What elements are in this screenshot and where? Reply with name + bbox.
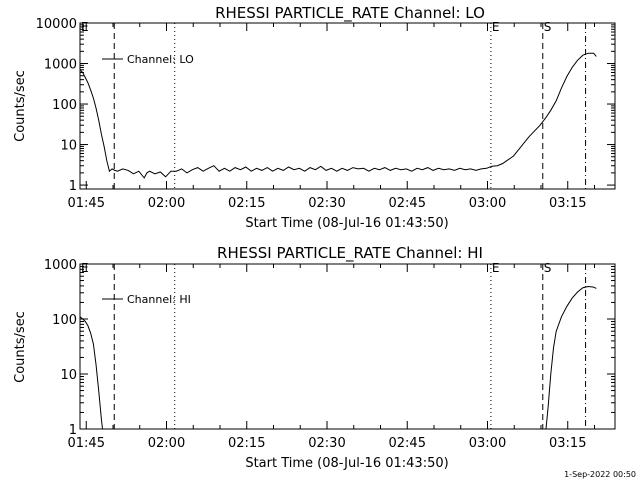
x-axis-label-lo: Start Time (08-Jul-16 01:43:50) — [245, 216, 448, 231]
x-tick-label: 02:30 — [308, 436, 345, 451]
series-line — [545, 285, 597, 430]
y-tick-label: 100 — [52, 313, 77, 328]
time-marker-label: S — [544, 261, 552, 275]
time-marker-label: S — [544, 20, 552, 34]
plot-frame-hi — [79, 263, 616, 430]
plot-frame-lo — [79, 22, 616, 190]
time-marker-label: E — [492, 20, 500, 34]
ticks-lo: 01:45 02:00 02:15 02:30 02:45 03:00 03:15 1 10 10… — [36, 17, 615, 211]
time-marker-label: E — [492, 261, 500, 275]
legend-label-lo: Channel: LO — [127, 53, 194, 66]
y-tick-label: 1000 — [44, 258, 77, 273]
chart-title-lo: RHESSI PARTICLE_RATE Channel: LO — [215, 4, 485, 23]
x-tick-label: 03:00 — [469, 436, 506, 451]
x-tick-label: 03:15 — [549, 196, 586, 211]
y-tick-label: 10 — [60, 139, 77, 154]
x-tick-label: 02:15 — [228, 196, 265, 211]
panel-lo: RHESSI PARTICLE_RATE Channel: LO Counts/… — [13, 4, 616, 231]
time-marker-label: E — [81, 20, 89, 34]
y-tick-label: 10000 — [36, 17, 77, 32]
panel-hi: RHESSI PARTICLE_RATE Channel: HI Counts/… — [13, 244, 616, 471]
x-tick-label: 02:15 — [228, 436, 265, 451]
series-line — [79, 316, 103, 430]
series-line — [79, 52, 597, 179]
x-tick-label: 02:45 — [389, 196, 426, 211]
footer-date: 1-Sep-2022 00:50 — [564, 470, 636, 479]
series-hi — [79, 285, 597, 430]
ticks-hi: 01:45 02:00 02:15 02:30 02:45 03:00 03:15 1 10 10… — [44, 258, 615, 451]
legend-label-hi: Channel: HI — [127, 293, 191, 306]
time-marker-label: E — [81, 261, 89, 275]
x-axis-label-hi: Start Time (08-Jul-16 01:43:50) — [245, 456, 448, 471]
x-tick-label: 02:00 — [148, 196, 185, 211]
legend-lo: Channel: LO — [102, 53, 194, 66]
x-tick-label: 02:30 — [308, 196, 345, 211]
x-tick-label: 02:45 — [389, 436, 426, 451]
y-tick-label: 10 — [60, 368, 77, 383]
x-tick-label: 01:45 — [68, 196, 105, 211]
x-tick-label: 03:00 — [469, 196, 506, 211]
series-lo — [79, 52, 597, 179]
y-axis-label-hi: Counts/sec — [13, 311, 28, 383]
y-axis-label-lo: Counts/sec — [13, 70, 28, 142]
y-tick-label: 1 — [69, 423, 77, 438]
y-tick-label: 1 — [69, 179, 77, 194]
x-tick-label: 03:15 — [549, 436, 586, 451]
legend-hi: Channel: HI — [102, 293, 191, 306]
x-tick-label: 02:00 — [148, 436, 185, 451]
y-tick-label: 1000 — [44, 58, 77, 73]
x-tick-label: 01:45 — [68, 436, 105, 451]
chart-title-hi: RHESSI PARTICLE_RATE Channel: HI — [217, 244, 483, 263]
y-tick-label: 100 — [52, 98, 77, 113]
